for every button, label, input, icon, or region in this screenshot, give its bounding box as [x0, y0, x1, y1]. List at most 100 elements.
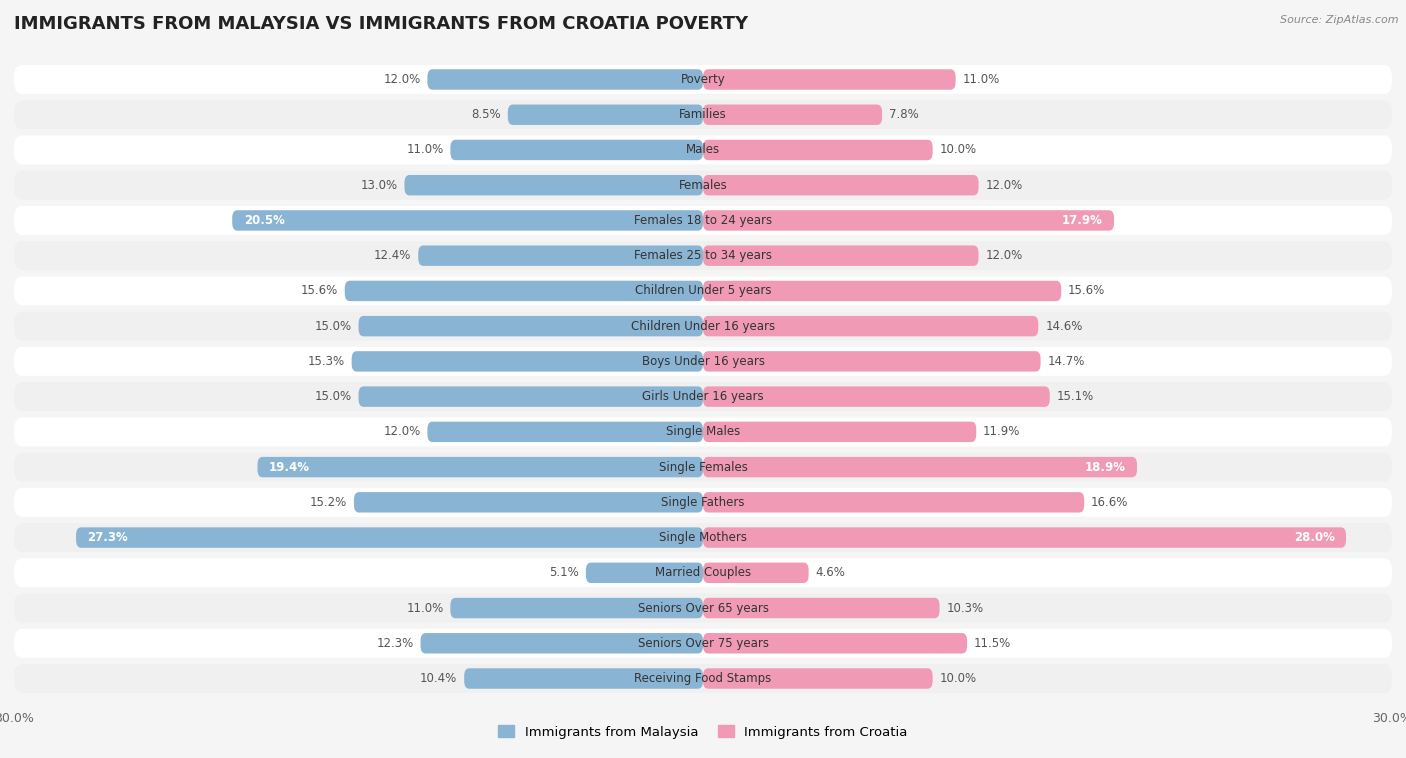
FancyBboxPatch shape [703, 528, 1346, 548]
FancyBboxPatch shape [703, 421, 976, 442]
FancyBboxPatch shape [508, 105, 703, 125]
FancyBboxPatch shape [14, 629, 1392, 658]
Text: Females 18 to 24 years: Females 18 to 24 years [634, 214, 772, 227]
Text: Females 25 to 34 years: Females 25 to 34 years [634, 249, 772, 262]
FancyBboxPatch shape [14, 418, 1392, 446]
Text: 10.3%: 10.3% [946, 602, 984, 615]
FancyBboxPatch shape [14, 312, 1392, 340]
FancyBboxPatch shape [703, 139, 932, 160]
Text: 27.3%: 27.3% [87, 531, 128, 544]
Text: 11.9%: 11.9% [983, 425, 1021, 438]
FancyBboxPatch shape [703, 633, 967, 653]
Text: 17.9%: 17.9% [1062, 214, 1102, 227]
Text: Children Under 5 years: Children Under 5 years [634, 284, 772, 297]
FancyBboxPatch shape [359, 387, 703, 407]
Text: Single Males: Single Males [666, 425, 740, 438]
FancyBboxPatch shape [359, 316, 703, 337]
FancyBboxPatch shape [703, 351, 1040, 371]
Text: 15.6%: 15.6% [1069, 284, 1105, 297]
FancyBboxPatch shape [703, 105, 882, 125]
Text: Single Fathers: Single Fathers [661, 496, 745, 509]
Text: 12.0%: 12.0% [384, 425, 420, 438]
Text: 14.6%: 14.6% [1045, 320, 1083, 333]
Text: 12.4%: 12.4% [374, 249, 412, 262]
FancyBboxPatch shape [14, 559, 1392, 587]
FancyBboxPatch shape [354, 492, 703, 512]
Text: IMMIGRANTS FROM MALAYSIA VS IMMIGRANTS FROM CROATIA POVERTY: IMMIGRANTS FROM MALAYSIA VS IMMIGRANTS F… [14, 15, 748, 33]
Text: 11.0%: 11.0% [406, 602, 443, 615]
Text: 10.4%: 10.4% [420, 672, 457, 685]
FancyBboxPatch shape [703, 387, 1050, 407]
Text: 11.0%: 11.0% [963, 73, 1000, 86]
FancyBboxPatch shape [344, 280, 703, 301]
Text: 28.0%: 28.0% [1294, 531, 1334, 544]
Text: 15.1%: 15.1% [1057, 390, 1094, 403]
FancyBboxPatch shape [450, 598, 703, 619]
FancyBboxPatch shape [14, 206, 1392, 235]
Text: Seniors Over 65 years: Seniors Over 65 years [637, 602, 769, 615]
Text: 10.0%: 10.0% [939, 143, 977, 156]
FancyBboxPatch shape [703, 210, 1114, 230]
FancyBboxPatch shape [703, 280, 1062, 301]
FancyBboxPatch shape [14, 65, 1392, 94]
Text: 15.0%: 15.0% [315, 390, 352, 403]
FancyBboxPatch shape [703, 598, 939, 619]
Text: 12.0%: 12.0% [986, 179, 1022, 192]
FancyBboxPatch shape [703, 246, 979, 266]
Text: 12.0%: 12.0% [986, 249, 1022, 262]
Text: Seniors Over 75 years: Seniors Over 75 years [637, 637, 769, 650]
FancyBboxPatch shape [703, 669, 932, 689]
Text: Poverty: Poverty [681, 73, 725, 86]
FancyBboxPatch shape [257, 457, 703, 478]
FancyBboxPatch shape [232, 210, 703, 230]
Text: 13.0%: 13.0% [360, 179, 398, 192]
Text: 12.0%: 12.0% [384, 73, 420, 86]
FancyBboxPatch shape [14, 136, 1392, 164]
Text: 18.9%: 18.9% [1084, 461, 1126, 474]
FancyBboxPatch shape [703, 492, 1084, 512]
FancyBboxPatch shape [76, 528, 703, 548]
Text: 15.6%: 15.6% [301, 284, 337, 297]
FancyBboxPatch shape [14, 594, 1392, 622]
Text: 15.0%: 15.0% [315, 320, 352, 333]
Text: 16.6%: 16.6% [1091, 496, 1129, 509]
FancyBboxPatch shape [14, 347, 1392, 376]
FancyBboxPatch shape [450, 139, 703, 160]
Text: 15.2%: 15.2% [309, 496, 347, 509]
Text: 5.1%: 5.1% [550, 566, 579, 579]
Text: Males: Males [686, 143, 720, 156]
FancyBboxPatch shape [14, 100, 1392, 129]
Text: 4.6%: 4.6% [815, 566, 845, 579]
Text: 7.8%: 7.8% [889, 108, 918, 121]
Text: 10.0%: 10.0% [939, 672, 977, 685]
Legend: Immigrants from Malaysia, Immigrants from Croatia: Immigrants from Malaysia, Immigrants fro… [494, 720, 912, 744]
Text: 19.4%: 19.4% [269, 461, 309, 474]
Text: Females: Females [679, 179, 727, 192]
FancyBboxPatch shape [14, 488, 1392, 517]
Text: Children Under 16 years: Children Under 16 years [631, 320, 775, 333]
FancyBboxPatch shape [14, 241, 1392, 270]
FancyBboxPatch shape [703, 562, 808, 583]
Text: 15.3%: 15.3% [308, 355, 344, 368]
Text: 8.5%: 8.5% [471, 108, 501, 121]
FancyBboxPatch shape [14, 382, 1392, 411]
FancyBboxPatch shape [405, 175, 703, 196]
Text: Boys Under 16 years: Boys Under 16 years [641, 355, 765, 368]
FancyBboxPatch shape [703, 69, 956, 89]
Text: Single Females: Single Females [658, 461, 748, 474]
Text: Single Mothers: Single Mothers [659, 531, 747, 544]
FancyBboxPatch shape [352, 351, 703, 371]
Text: 11.0%: 11.0% [406, 143, 443, 156]
Text: 11.5%: 11.5% [974, 637, 1011, 650]
FancyBboxPatch shape [14, 453, 1392, 481]
FancyBboxPatch shape [14, 523, 1392, 552]
Text: Families: Families [679, 108, 727, 121]
Text: Receiving Food Stamps: Receiving Food Stamps [634, 672, 772, 685]
FancyBboxPatch shape [703, 457, 1137, 478]
FancyBboxPatch shape [418, 246, 703, 266]
FancyBboxPatch shape [14, 664, 1392, 693]
FancyBboxPatch shape [14, 171, 1392, 199]
Text: 20.5%: 20.5% [243, 214, 284, 227]
FancyBboxPatch shape [427, 69, 703, 89]
FancyBboxPatch shape [703, 175, 979, 196]
